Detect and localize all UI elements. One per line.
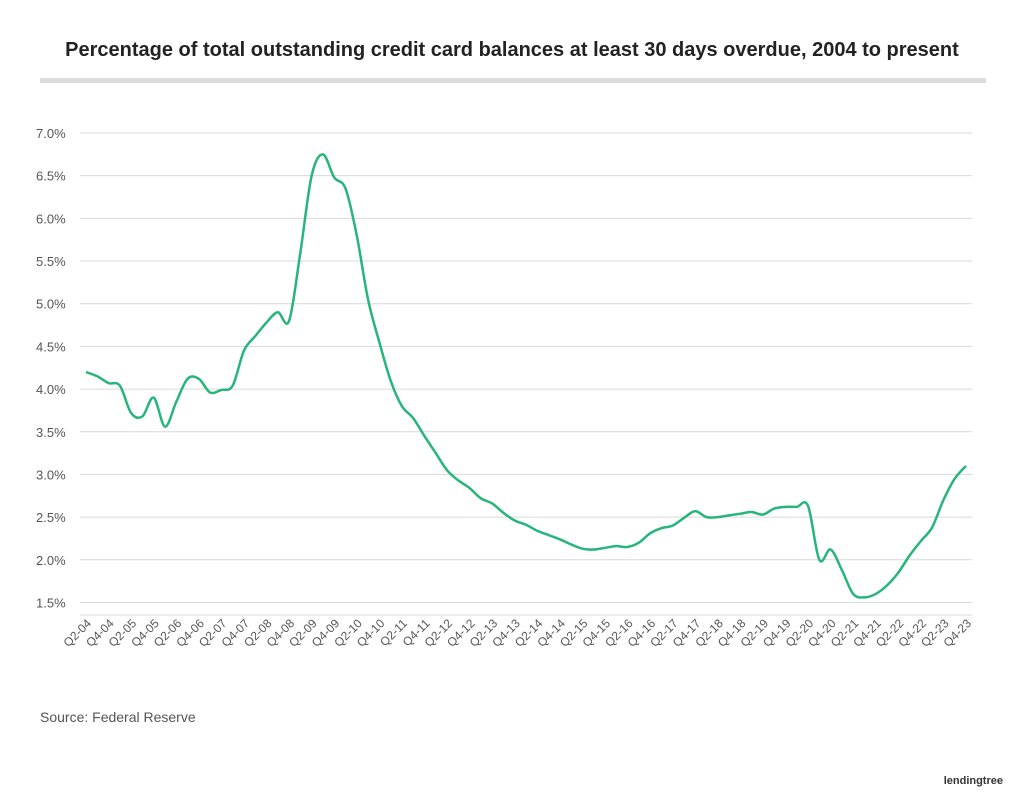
brand-logo: lendingtree — [944, 775, 1003, 787]
data-line — [85, 153, 967, 599]
title-rule — [40, 78, 986, 83]
y-tick-label: 1.5% — [36, 595, 66, 610]
y-tick-label: 7.0% — [36, 126, 66, 141]
y-tick-label: 5.5% — [36, 254, 66, 269]
y-tick-label: 4.0% — [36, 382, 66, 397]
y-tick-label: 3.5% — [36, 425, 66, 440]
y-tick-label: 6.0% — [36, 211, 66, 226]
source: Source: Federal Reserve — [40, 709, 196, 725]
y-tick-label: 6.5% — [36, 169, 66, 184]
y-tick-label: 2.0% — [36, 553, 66, 568]
y-tick-label: 5.0% — [36, 297, 66, 312]
y-tick-label: 4.5% — [36, 339, 66, 354]
chart-title: Percentage of total outstanding credit c… — [65, 39, 959, 61]
y-tick-label: 3.0% — [36, 467, 66, 482]
y-tick-label: 2.5% — [36, 510, 66, 525]
